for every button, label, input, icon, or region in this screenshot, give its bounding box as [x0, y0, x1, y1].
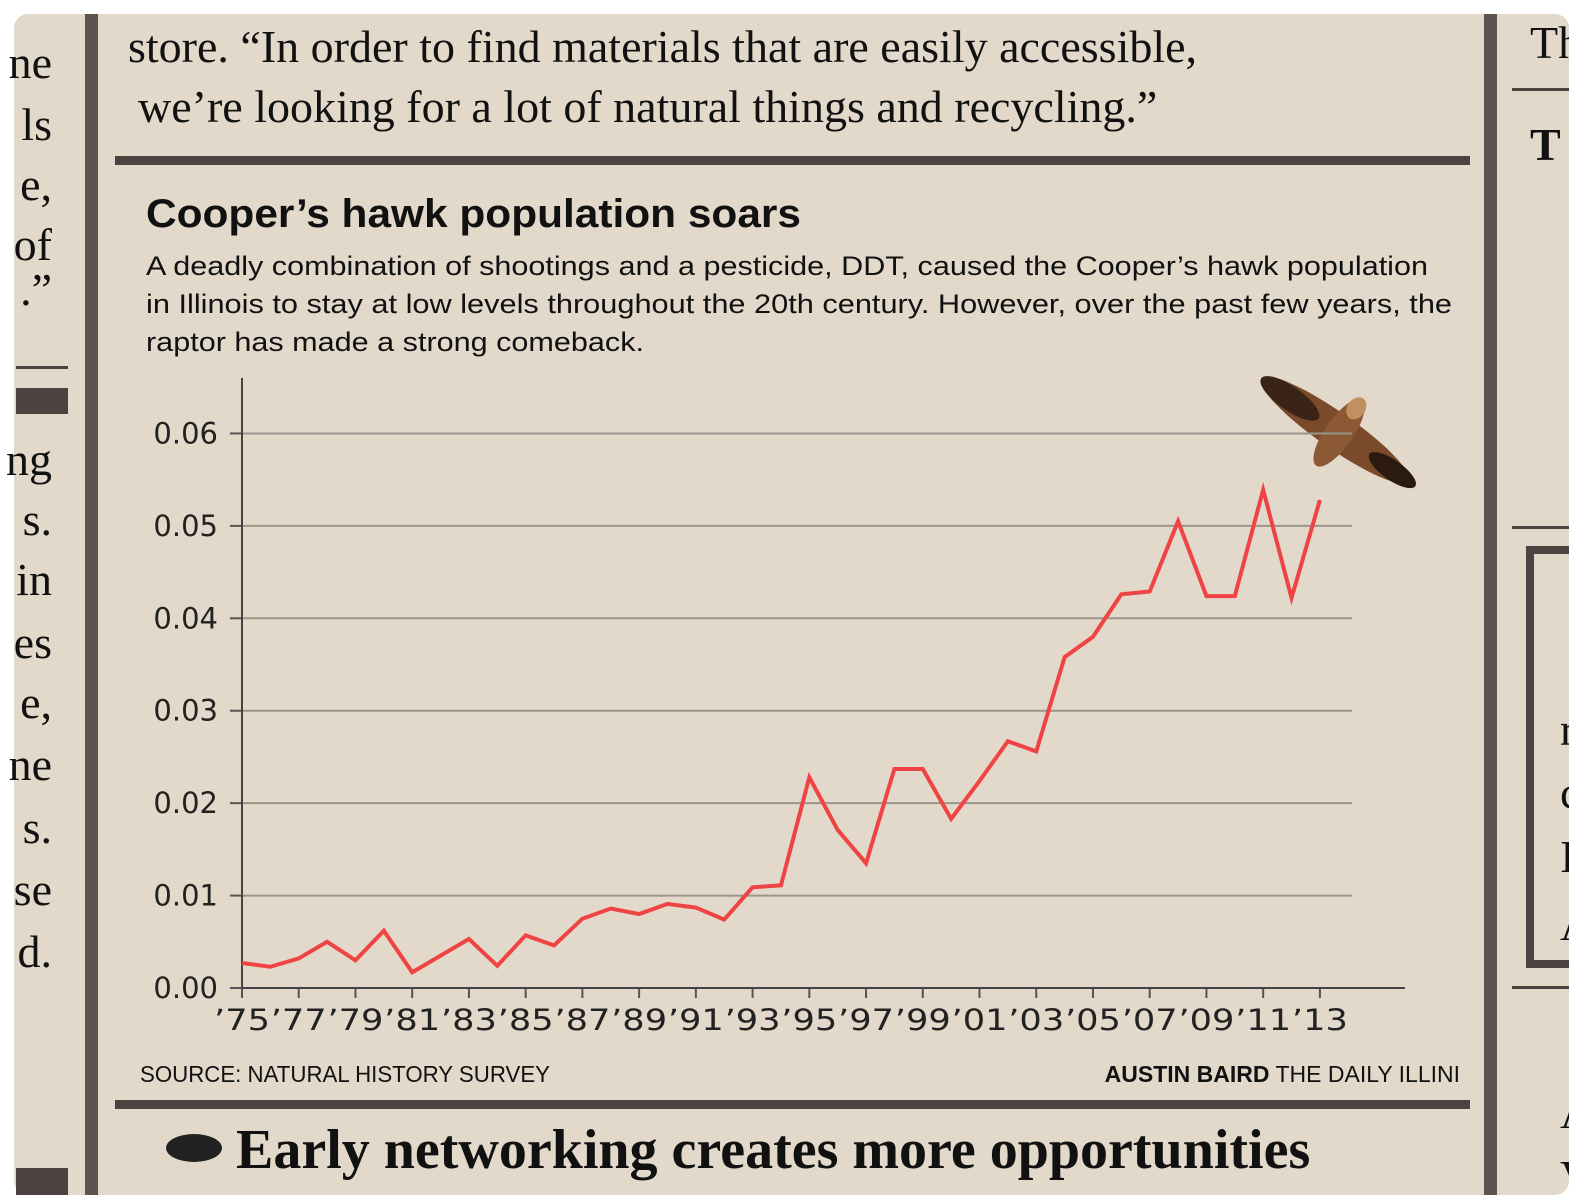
- column-text: ne: [9, 739, 52, 790]
- rule: [16, 366, 68, 369]
- x-tick-label: ’93: [725, 1003, 781, 1037]
- y-tick-label: 0.00: [153, 971, 218, 1005]
- section-rule: [115, 1100, 1470, 1109]
- x-tick-label: ’05: [1065, 1003, 1121, 1037]
- x-tick-label: ’11: [1235, 1003, 1291, 1037]
- column-text: s.: [23, 494, 52, 545]
- rule: [1512, 986, 1569, 989]
- y-tick-label: 0.06: [153, 416, 218, 450]
- column-text: d.: [18, 926, 53, 977]
- column-text: T: [1530, 119, 1561, 170]
- y-tick-label: 0.02: [153, 786, 218, 820]
- credit-org: THE DAILY ILLINI: [1276, 1061, 1461, 1087]
- x-tick-label: ’99: [895, 1003, 951, 1037]
- bullet: [166, 1134, 222, 1162]
- x-tick-label: ’79: [327, 1003, 383, 1037]
- credit-name: AUSTIN BAIRD: [1105, 1061, 1270, 1087]
- column-rule: [1484, 14, 1497, 1195]
- block: [16, 1168, 68, 1195]
- paper: [14, 14, 1569, 1195]
- x-tick-label: ’91: [668, 1003, 724, 1037]
- x-tick-label: ’03: [1008, 1003, 1064, 1037]
- column-text: Th: [1530, 17, 1569, 68]
- x-tick-label: ’83: [441, 1003, 497, 1037]
- data-line: [241, 482, 1322, 975]
- x-tick-label: ’85: [498, 1003, 554, 1037]
- x-tick-label: ’09: [1178, 1003, 1234, 1037]
- column-text: es: [14, 617, 52, 668]
- y-tick-label: 0.03: [153, 694, 218, 728]
- credit: AUSTIN BAIRD THE DAILY ILLINI: [1105, 1061, 1460, 1087]
- column-text: ls: [21, 99, 52, 150]
- column-text: I: [1560, 831, 1569, 882]
- headline: Early networking creates more opportunit…: [236, 1119, 1310, 1181]
- column-text: se: [14, 864, 52, 915]
- column-text: V: [1560, 1151, 1569, 1195]
- chart-subtitle: in Illinois to stay at low levels throug…: [146, 289, 1452, 319]
- x-tick-label: ’89: [611, 1003, 667, 1037]
- column-text: A: [1560, 1087, 1569, 1138]
- x-tick-label: ’97: [838, 1003, 894, 1037]
- column-text: c: [1560, 767, 1569, 818]
- source: SOURCE: NATURAL HISTORY SURVEY: [140, 1061, 550, 1087]
- y-tick-label: 0.04: [153, 601, 218, 635]
- column-text: e,: [20, 159, 52, 210]
- chart-subtitle: raptor has made a strong comeback.: [146, 327, 644, 357]
- x-tick-label: ’77: [271, 1003, 327, 1037]
- column-text: r: [1560, 704, 1569, 755]
- chart-subtitle: A deadly combination of shootings and a …: [146, 251, 1428, 281]
- x-tick-label: ’87: [554, 1003, 610, 1037]
- x-tick-label: ’95: [781, 1003, 837, 1037]
- rule: [1512, 526, 1569, 529]
- x-tick-label: ’07: [1122, 1003, 1178, 1037]
- article-text: store. “In order to find materials that …: [128, 21, 1197, 72]
- column-text: ne: [9, 37, 52, 88]
- y-tick-label: 0.01: [153, 879, 218, 913]
- column-text: ng: [6, 434, 52, 485]
- block: [16, 388, 68, 414]
- chart-title: Cooper’s hawk population soars: [146, 192, 801, 236]
- column-rule: [85, 14, 98, 1195]
- x-tick-label: ’01: [952, 1003, 1008, 1037]
- rule: [1512, 88, 1569, 91]
- column-text: in: [16, 554, 52, 605]
- column-text: .”: [20, 264, 52, 315]
- column-text: A: [1560, 899, 1569, 950]
- x-tick-label: ’75: [214, 1003, 270, 1037]
- box: [1526, 546, 1569, 968]
- y-tick-label: 0.05: [153, 509, 218, 543]
- column-text: s.: [23, 802, 52, 853]
- column-text: e,: [20, 677, 52, 728]
- x-tick-label: ’81: [384, 1003, 440, 1037]
- section-rule: [115, 156, 1470, 165]
- column-text: of: [14, 219, 53, 270]
- x-tick-label: ’13: [1292, 1003, 1348, 1037]
- article-text: we’re looking for a lot of natural thing…: [138, 81, 1157, 132]
- hawk: [1260, 376, 1416, 489]
